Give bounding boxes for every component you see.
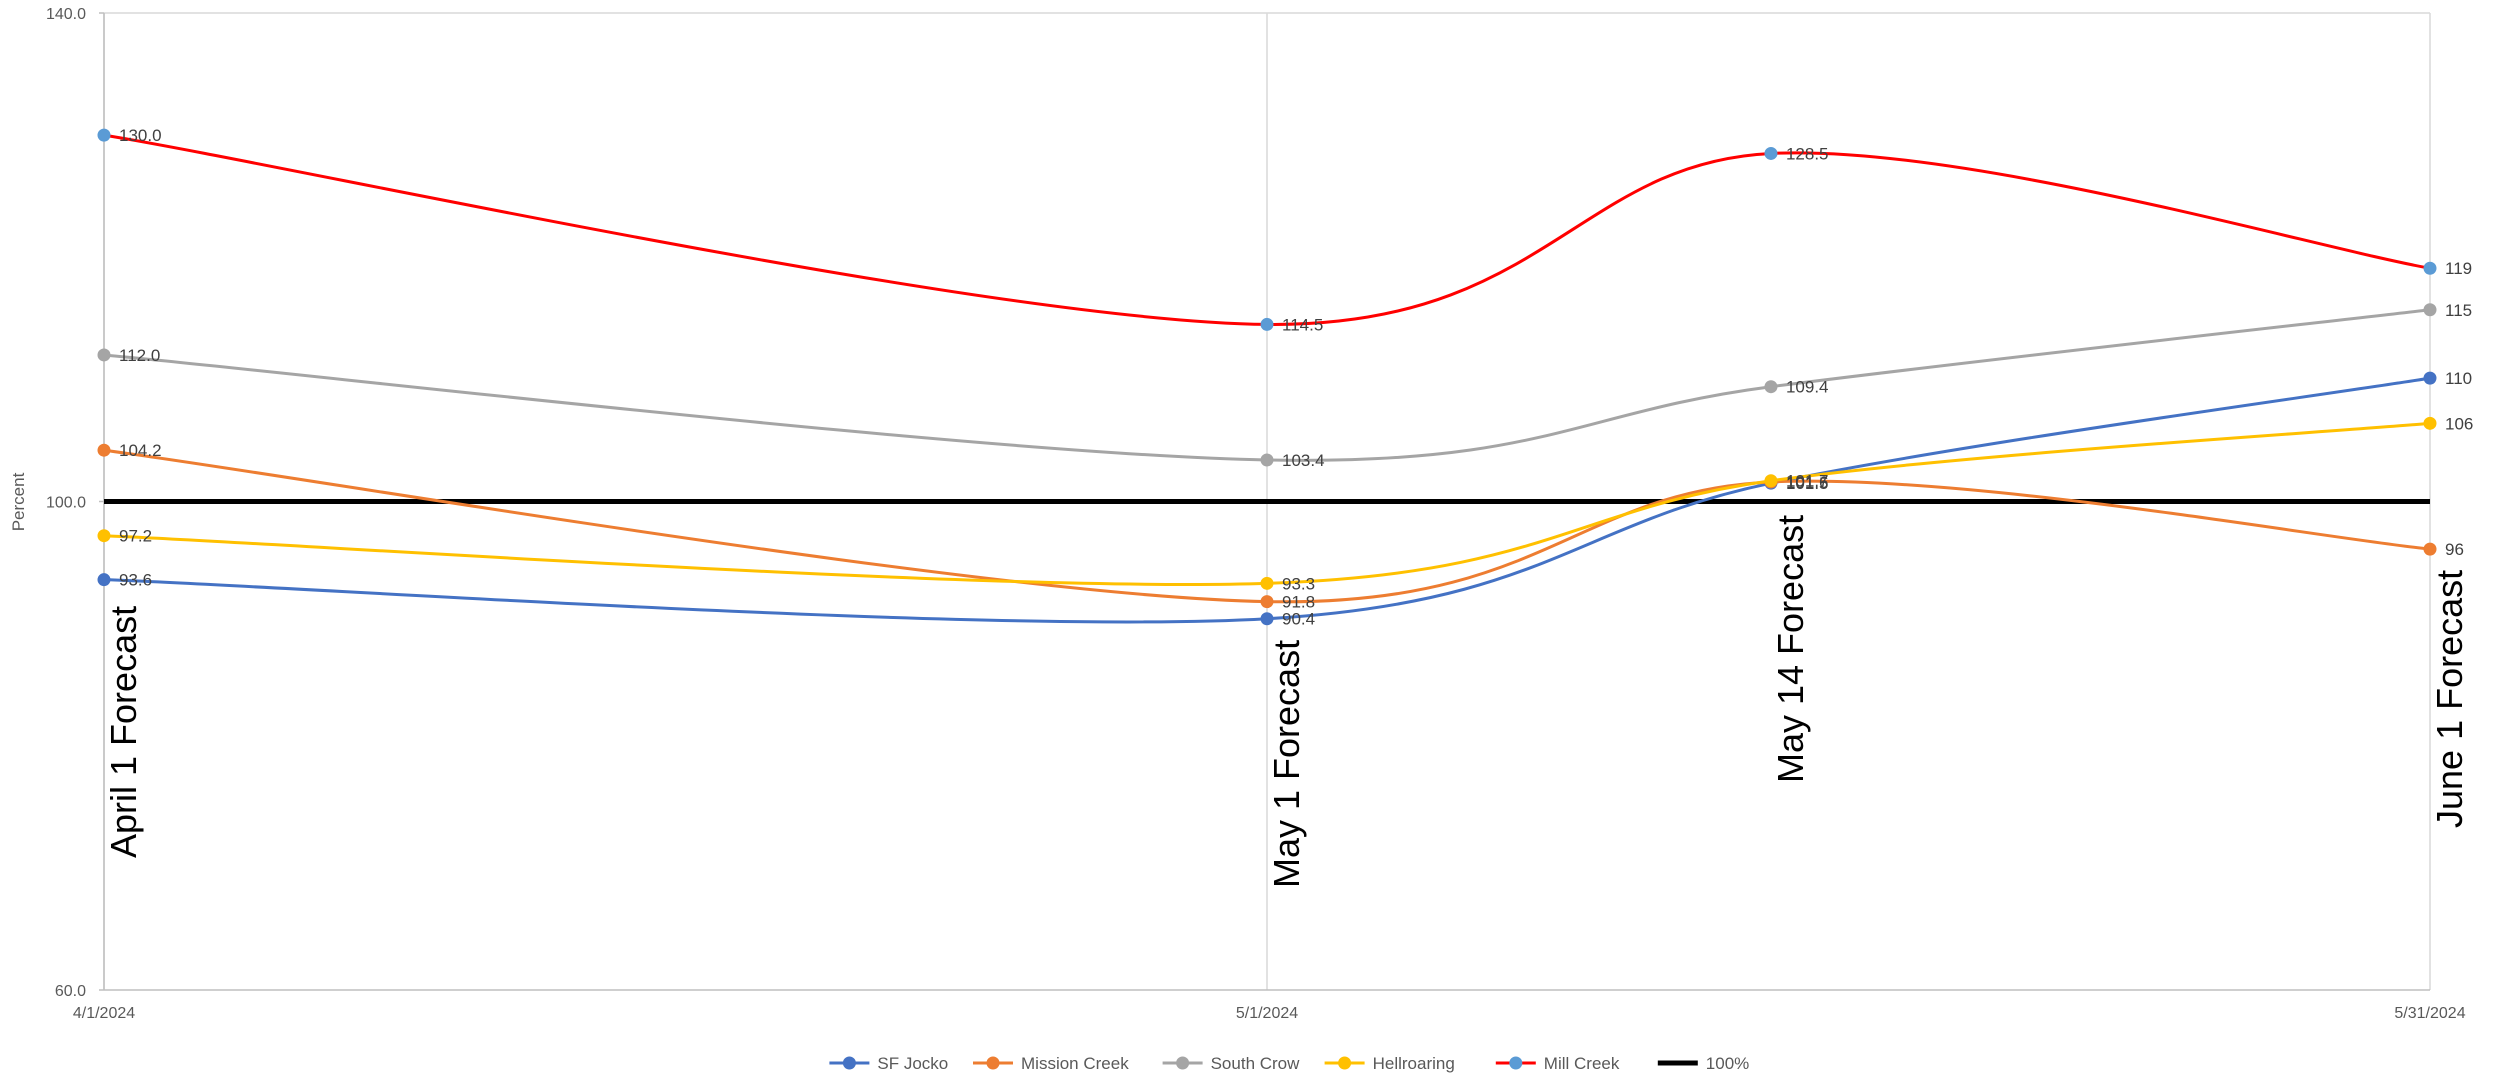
data-label-hellroaring: 97.2 [119,527,152,546]
y-tick-label: 60.0 [55,983,86,1000]
legend-marker-south-crow [1176,1056,1190,1070]
data-label-mission-creek: 101.6 [1786,473,1829,492]
legend: SF Jocko Mission Creek South Crow Hellroari… [829,1054,1749,1073]
data-point-mill-creek [1764,146,1778,160]
y-tick-label: 140.0 [46,6,86,23]
y-tick-label: 100.0 [46,495,86,512]
data-label-mill-creek: 114.5 [1282,315,1323,334]
data-point-south-crow [97,348,111,362]
data-point-sf-jocko [1260,612,1274,626]
legend-label-mill-creek: Mill Creek [1544,1054,1620,1073]
series-layer [97,128,2437,626]
data-point-sf-jocko [2423,371,2437,385]
data-label-sf-jocko: 93.6 [119,571,152,590]
data-label-mill-creek: 119 [2445,259,2472,278]
axes: 140.0 100.0 60.0 4/1/2024 5/1/2024 5/31/2024 [46,6,2466,1022]
legend-label-south-crow: South Crow [1211,1054,1301,1073]
x-tick-label: 5/31/2024 [2394,1005,2465,1022]
data-point-mill-creek [97,128,111,142]
forecast-annotation: June 1 Forecast [2429,570,2470,828]
data-label-south-crow: 115 [2445,301,2472,320]
data-label-south-crow: 103.4 [1282,451,1325,470]
data-label-sf-jocko: 90.4 [1282,610,1315,629]
legend-marker-sf-jocko [842,1056,856,1070]
legend-label-hellroaring: Hellroaring [1373,1054,1455,1073]
data-point-sf-jocko [97,573,111,587]
data-point-south-crow [1764,380,1778,394]
data-label-sf-jocko: 101.5 [1786,474,1829,493]
data-label-mission-creek: 91.8 [1282,593,1315,612]
data-label-sf-jocko: 110 [2445,369,2472,388]
legend-label-mission-creek: Mission Creek [1021,1054,1129,1073]
data-point-hellroaring [97,529,111,543]
data-label-hellroaring: 106 [2445,414,2473,433]
data-point-mission-creek [1260,595,1274,609]
data-point-hellroaring [1764,474,1778,488]
legend-label-100-: 100% [1706,1054,1749,1073]
series-line-south-crow [103,308,2431,462]
forecast-annotations: April 1 Forecast May 1 Forecast May 14 For… [103,515,2470,888]
legend-marker-hellroaring [1338,1056,1352,1070]
series-line-mission-creek [103,448,2431,604]
legend-label-sf-jocko: SF Jocko [877,1054,948,1073]
legend-marker-mission-creek [986,1056,1000,1070]
data-label-south-crow: 109.4 [1786,378,1829,397]
data-point-mill-creek [1260,317,1274,331]
data-point-south-crow [2423,303,2437,317]
data-point-hellroaring [1260,576,1274,590]
data-point-mission-creek [97,443,111,457]
series-line-sf-jocko [103,376,2431,624]
data-point-mill-creek [2423,261,2437,275]
data-label-mill-creek: 128.5 [1786,144,1829,163]
y-axis-label: Percent [9,472,28,531]
data-label-south-crow: 112.0 [119,346,160,365]
legend-marker-mill-creek [1509,1056,1523,1070]
data-point-south-crow [1260,453,1274,467]
data-label-hellroaring: 93.3 [1282,574,1315,593]
forecast-annotation: May 1 Forecast [1266,640,1307,888]
data-label-mission-creek: 96 [2445,540,2464,559]
data-label-mill-creek: 130.0 [119,126,162,145]
x-tick-label: 4/1/2024 [73,1005,135,1022]
data-label-hellroaring: 101.7 [1786,472,1829,491]
x-tick-label: 5/1/2024 [1236,1005,1298,1022]
data-point-mission-creek [2423,542,2437,556]
forecast-annotation: April 1 Forecast [103,606,144,858]
series-line-hellroaring [103,421,2431,586]
data-point-hellroaring [2423,416,2437,430]
data-label-mission-creek: 104.2 [119,441,162,460]
forecast-annotation: May 14 Forecast [1770,515,1811,783]
series-line-mill-creek [103,133,2431,326]
data-labels: 93.6 90.4 101.5 110 104.2 91.8 101.6 96 112.0 103… [119,126,2473,629]
